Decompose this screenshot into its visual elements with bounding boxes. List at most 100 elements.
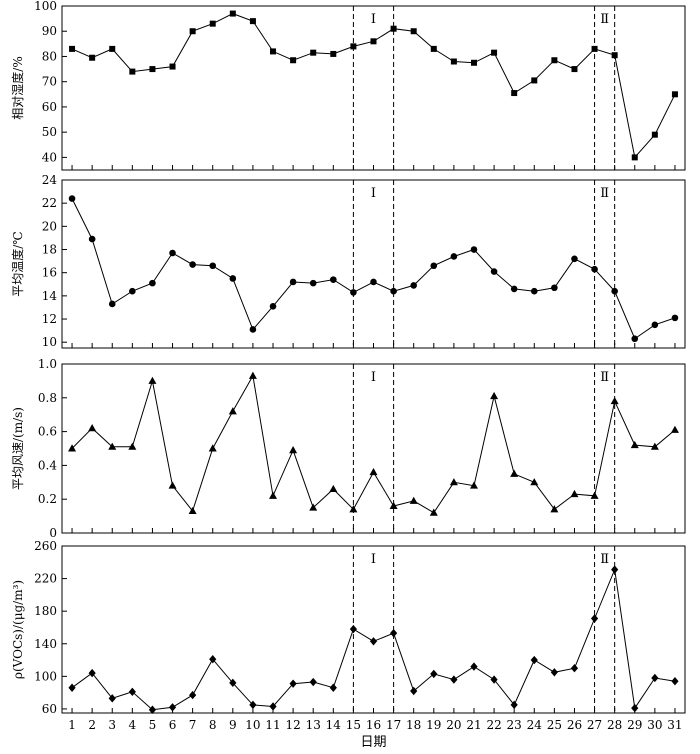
data-point-triangle: [208, 444, 217, 452]
data-point-diamond: [389, 628, 398, 638]
y-tick-label: 10: [42, 335, 57, 349]
data-point-triangle: [369, 467, 378, 476]
data-point-circle: [289, 278, 297, 286]
series-line: [71, 13, 676, 159]
y-tick-label: 60: [42, 100, 57, 114]
x-tick-label: 29: [627, 718, 642, 732]
panel-3: 0 0.2 0.4 0.6 0.8 1.0 平均风速/(m/s) Ⅰ Ⅱ: [11, 357, 686, 540]
y-tick-label: 12: [42, 312, 57, 326]
data-point-square: [551, 57, 558, 64]
data-point-circle: [229, 275, 237, 282]
data-point-triangle: [128, 442, 137, 450]
x-tick-label: 19: [426, 718, 441, 732]
data-point-circle: [530, 287, 538, 295]
series-line: [71, 374, 676, 514]
data-point-circle: [571, 255, 578, 263]
y-tick-label: 0.2: [38, 492, 57, 506]
x-tick-label: 31: [667, 718, 682, 732]
y-axis-title: 平均风速/(m/s): [11, 407, 25, 490]
data-point-square: [189, 28, 196, 35]
data-point-triangle: [630, 440, 639, 449]
period-label: Ⅰ: [371, 12, 376, 27]
x-tick-label: 27: [587, 718, 602, 732]
data-point-square: [69, 45, 76, 52]
y-tick-label: 20: [42, 219, 57, 233]
data-point-diamond: [189, 690, 197, 700]
data-point-diamond: [651, 673, 659, 683]
data-point-square: [591, 45, 598, 52]
data-point-diamond: [470, 662, 478, 671]
data-point-diamond: [570, 663, 579, 673]
y-tick-label: 80: [42, 49, 57, 63]
x-tick-label: 11: [265, 718, 280, 732]
data-point-circle: [430, 262, 438, 270]
data-point-diamond: [229, 678, 237, 688]
data-point-diamond: [611, 565, 619, 574]
y-tick-label: 90: [42, 24, 57, 38]
data-point-triangle: [590, 491, 599, 499]
data-point-triangle: [148, 376, 157, 384]
data-point-circle: [490, 268, 498, 275]
plot-frame: [61, 179, 686, 349]
data-point-circle: [309, 279, 317, 287]
data-point-square: [511, 90, 518, 97]
data-point-diamond: [450, 675, 458, 684]
data-point-square: [631, 154, 638, 161]
data-point-diamond: [530, 655, 538, 665]
x-tick-label: 14: [326, 718, 342, 732]
data-point-diamond: [430, 669, 438, 679]
data-point-triangle: [309, 503, 318, 511]
data-point-triangle: [329, 484, 338, 493]
data-point-circle: [269, 302, 277, 310]
data-point-circle: [370, 278, 377, 286]
x-tick-label: 4: [129, 718, 137, 732]
plot-frame: [61, 363, 686, 534]
data-point-triangle: [429, 508, 438, 516]
period-label: Ⅱ: [600, 12, 609, 27]
data-point-square: [209, 20, 216, 27]
data-point-diamond: [148, 705, 157, 714]
data-point-triangle: [88, 424, 97, 432]
data-point-diamond: [269, 702, 277, 711]
data-point-circle: [88, 235, 96, 243]
data-point-circle: [651, 321, 659, 329]
data-point-diamond: [168, 703, 177, 712]
data-point-diamond: [671, 677, 679, 686]
data-point-triangle: [188, 506, 197, 515]
data-point-circle: [189, 261, 196, 268]
data-point-circle: [149, 279, 156, 287]
data-point-circle: [209, 262, 217, 270]
data-point-square: [129, 68, 136, 75]
data-point-diamond: [631, 703, 639, 713]
data-point-triangle: [510, 469, 519, 477]
data-point-square: [531, 77, 538, 84]
x-tick-label: 17: [386, 718, 401, 732]
x-tick-label: 7: [189, 718, 197, 732]
x-tick-label: 18: [406, 718, 421, 732]
x-tick-label: 26: [567, 718, 582, 732]
data-point-triangle: [269, 491, 278, 499]
y-tick-label: 220: [34, 572, 57, 586]
data-point-square: [330, 50, 337, 57]
y-tick-label: 70: [42, 75, 57, 89]
data-point-circle: [631, 335, 639, 343]
x-tick-label: 22: [486, 718, 501, 732]
y-tick-label: 24: [42, 173, 58, 187]
x-tick-label: 2: [88, 718, 96, 732]
y-tick-label: 22: [42, 196, 57, 210]
data-point-square: [350, 43, 357, 50]
x-tick-label: 28: [607, 718, 622, 732]
data-point-circle: [350, 289, 357, 296]
y-tick-label: 18: [42, 243, 57, 257]
data-point-circle: [169, 249, 176, 257]
y-tick-label: 0.6: [38, 425, 57, 439]
data-point-diamond: [108, 694, 116, 703]
data-point-triangle: [168, 481, 177, 489]
y-tick-label: 16: [42, 266, 57, 280]
data-point-triangle: [389, 501, 398, 509]
data-point-diamond: [209, 655, 217, 664]
data-point-diamond: [309, 677, 317, 687]
period-label: Ⅱ: [600, 186, 609, 201]
